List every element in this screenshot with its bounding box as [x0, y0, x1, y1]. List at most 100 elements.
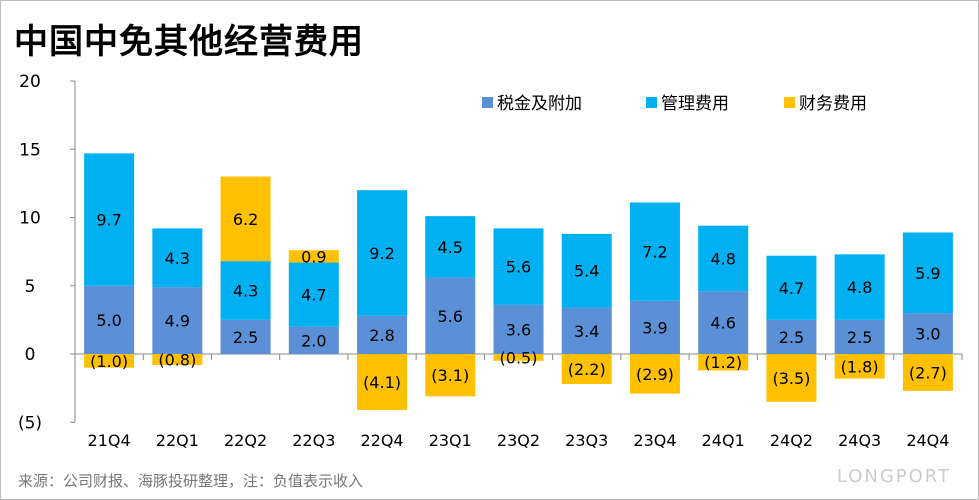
- data-label: 5.6: [506, 258, 531, 277]
- bar-税金及附加: [357, 315, 408, 354]
- x-tick-label: 22Q4: [360, 431, 403, 450]
- bar-财务费用: [834, 354, 885, 379]
- data-label: (1.8): [841, 357, 879, 376]
- data-label: 5.0: [96, 311, 121, 330]
- bar-管理费用: [357, 190, 408, 316]
- bar-财务费用: [561, 354, 612, 385]
- bar-税金及附加: [834, 319, 885, 354]
- bar-税金及附加: [561, 307, 612, 354]
- data-label: 4.7: [301, 286, 326, 305]
- bar-管理费用: [629, 202, 680, 301]
- data-label: (2.9): [636, 365, 674, 384]
- bar-财务费用: [152, 354, 203, 365]
- data-label: 4.3: [233, 282, 258, 301]
- x-tick-label: 22Q2: [224, 431, 267, 450]
- bar-管理费用: [425, 216, 476, 278]
- data-label: 5.6: [438, 307, 463, 326]
- data-label: 2.5: [233, 328, 258, 347]
- data-label: 2.5: [847, 328, 872, 347]
- data-label: (2.2): [568, 360, 606, 379]
- data-label: 3.9: [642, 318, 667, 337]
- data-label: (1.2): [704, 353, 742, 372]
- data-label: 4.8: [847, 278, 872, 297]
- chart-title: 中国中免其他经营费用: [14, 22, 364, 62]
- bar-税金及附加: [425, 277, 476, 354]
- y-tick-label: 5: [25, 277, 36, 297]
- y-tick-label: 15: [19, 140, 41, 160]
- bar-税金及附加: [288, 326, 339, 354]
- bar-税金及附加: [629, 300, 680, 354]
- y-tick-label: 0: [25, 345, 36, 365]
- x-tick-label: 21Q4: [88, 431, 131, 450]
- bar-管理费用: [834, 254, 885, 320]
- x-tick-label: 22Q3: [292, 431, 335, 450]
- data-label: (3.5): [772, 369, 810, 388]
- bar-税金及附加: [84, 285, 135, 354]
- data-label: 5.4: [574, 262, 599, 281]
- data-label: 9.7: [96, 211, 121, 230]
- data-label: (1.0): [90, 352, 128, 371]
- x-tick-label: 23Q1: [429, 431, 472, 450]
- bar-管理费用: [493, 228, 544, 305]
- bar-税金及附加: [493, 304, 544, 354]
- data-label: 4.8: [710, 249, 735, 268]
- bar-财务费用: [220, 176, 271, 262]
- bar-管理费用: [698, 225, 749, 292]
- x-tick-label: 23Q4: [633, 431, 676, 450]
- legend-label: 财务费用: [799, 94, 867, 114]
- data-label: 2.0: [301, 331, 326, 350]
- data-label: 4.7: [779, 279, 804, 298]
- bar-财务费用: [902, 354, 953, 391]
- legend-swatch: [482, 97, 493, 108]
- data-label: 3.0: [915, 325, 940, 344]
- y-tick-label: 10: [19, 209, 41, 229]
- data-label: 0.9: [301, 247, 326, 266]
- bar-财务费用: [425, 354, 476, 397]
- x-tick-label: 23Q2: [497, 431, 540, 450]
- data-label: (0.8): [158, 350, 196, 369]
- bar-管理费用: [902, 232, 953, 314]
- x-tick-label: 22Q1: [156, 431, 199, 450]
- bar-税金及附加: [152, 287, 203, 354]
- data-label: 7.2: [642, 243, 667, 262]
- x-tick-label: 24Q4: [906, 431, 949, 450]
- bar-管理费用: [766, 255, 817, 320]
- legend-swatch: [784, 97, 795, 108]
- legend-label: 管理费用: [661, 94, 729, 114]
- bar-管理费用: [220, 261, 271, 320]
- data-label: (0.5): [500, 348, 538, 367]
- data-label: 3.4: [574, 322, 599, 341]
- bar-税金及附加: [698, 291, 749, 354]
- data-label: 4.5: [438, 238, 463, 257]
- legend-label: 税金及附加: [497, 94, 582, 114]
- x-tick-label: 24Q1: [702, 431, 745, 450]
- bar-财务费用: [357, 354, 408, 410]
- bar-财务费用: [766, 354, 817, 402]
- data-label: 3.6: [506, 320, 531, 339]
- bar-财务费用: [493, 354, 544, 361]
- data-label: 4.3: [165, 249, 190, 268]
- bar-税金及附加: [902, 313, 953, 354]
- y-tick-label: (5): [18, 413, 42, 433]
- data-label: (2.7): [909, 363, 947, 382]
- brand-watermark: LONGPORT: [836, 466, 951, 487]
- source-note: 来源：公司财报、海豚投研整理，注：负值表示收入: [18, 472, 364, 490]
- y-tick-label: 20: [19, 72, 41, 92]
- data-label: 2.8: [369, 326, 394, 345]
- x-tick-label: 24Q2: [770, 431, 813, 450]
- data-label: 4.6: [710, 314, 735, 333]
- data-label: 2.5: [779, 328, 804, 347]
- bar-财务费用: [698, 354, 749, 371]
- legend-swatch: [646, 97, 657, 108]
- data-label: 5.9: [915, 264, 940, 283]
- bar-财务费用: [629, 354, 680, 394]
- data-label: 4.9: [165, 312, 190, 331]
- x-tick-label: 24Q3: [838, 431, 881, 450]
- data-label: 9.2: [369, 244, 394, 263]
- data-label: 6.2: [233, 210, 258, 229]
- bar-税金及附加: [220, 319, 271, 354]
- bar-管理费用: [152, 228, 203, 288]
- bar-管理费用: [288, 262, 339, 327]
- bar-税金及附加: [766, 319, 817, 354]
